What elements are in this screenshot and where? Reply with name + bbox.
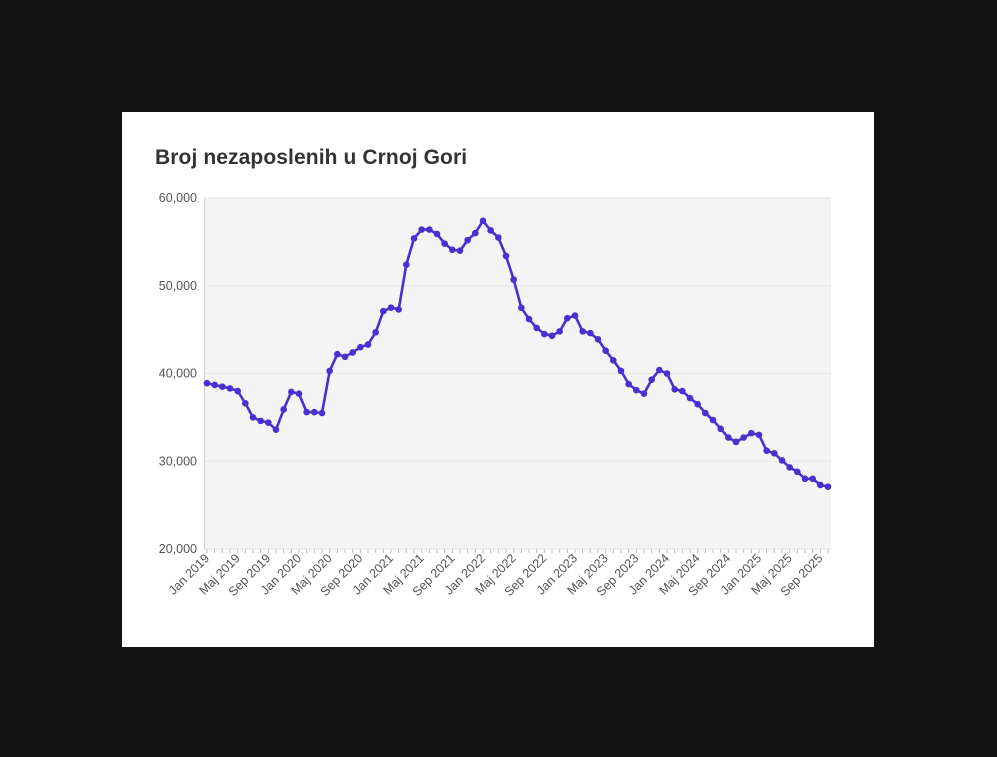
data-point bbox=[349, 349, 356, 356]
data-point bbox=[487, 227, 494, 234]
data-point bbox=[717, 425, 724, 433]
data-point bbox=[449, 246, 456, 254]
data-point bbox=[763, 447, 770, 455]
data-point bbox=[671, 385, 678, 393]
data-point bbox=[464, 236, 471, 244]
data-point bbox=[602, 347, 609, 354]
data-point bbox=[288, 388, 295, 396]
data-point bbox=[203, 379, 211, 387]
data-point bbox=[426, 226, 433, 233]
chart-title: Broj nezaposlenih u Crnoj Gori bbox=[155, 146, 468, 169]
data-point bbox=[610, 357, 617, 364]
data-point bbox=[518, 304, 525, 311]
data-point bbox=[510, 276, 517, 283]
data-point bbox=[441, 240, 448, 247]
data-point bbox=[587, 329, 594, 337]
data-point bbox=[272, 426, 280, 433]
data-point bbox=[502, 252, 510, 260]
data-point bbox=[640, 390, 648, 397]
data-point bbox=[541, 330, 548, 338]
data-point bbox=[686, 394, 694, 402]
data-point bbox=[794, 468, 801, 476]
data-point bbox=[456, 247, 464, 254]
data-point bbox=[265, 419, 272, 426]
data-point bbox=[771, 450, 778, 457]
data-point bbox=[702, 409, 709, 417]
data-point bbox=[249, 414, 257, 421]
y-tick-label: 60,000 bbox=[159, 191, 197, 205]
y-tick-label: 40,000 bbox=[159, 367, 197, 381]
data-point bbox=[694, 400, 701, 408]
data-point bbox=[495, 234, 502, 241]
data-point bbox=[633, 386, 640, 394]
series-line bbox=[205, 219, 830, 489]
data-point bbox=[364, 341, 372, 348]
data-point bbox=[433, 230, 441, 238]
data-point bbox=[219, 383, 226, 390]
data-point bbox=[679, 387, 686, 395]
chart-card: Broj nezaposlenih u Crnoj Gori 20,000 30,… bbox=[122, 112, 874, 647]
data-point bbox=[786, 464, 793, 471]
data-point bbox=[725, 434, 732, 441]
data-point bbox=[809, 475, 816, 483]
data-point bbox=[732, 438, 740, 446]
data-point bbox=[564, 314, 571, 322]
y-tick-label: 30,000 bbox=[159, 454, 197, 468]
data-point bbox=[226, 385, 234, 392]
data-point bbox=[403, 261, 410, 268]
data-point bbox=[257, 417, 264, 425]
data-point bbox=[341, 353, 349, 361]
data-point bbox=[817, 481, 824, 489]
data-point bbox=[380, 307, 387, 315]
y-tick-label: 20,000 bbox=[159, 542, 197, 556]
data-point bbox=[387, 304, 395, 311]
data-point bbox=[311, 408, 318, 416]
data-point bbox=[533, 324, 540, 332]
data-point bbox=[556, 328, 563, 335]
data-point bbox=[571, 312, 579, 319]
data-point bbox=[748, 429, 755, 437]
data-point bbox=[326, 367, 333, 375]
data-point bbox=[663, 370, 671, 377]
data-point bbox=[740, 434, 747, 441]
data-point bbox=[410, 235, 418, 242]
data-point bbox=[418, 226, 425, 233]
data-point bbox=[755, 431, 763, 439]
data-point bbox=[295, 390, 303, 397]
data-point bbox=[334, 350, 341, 358]
data-point bbox=[625, 380, 632, 388]
data-point bbox=[656, 366, 663, 374]
data-point bbox=[525, 315, 533, 323]
data-point bbox=[372, 328, 379, 336]
data-point bbox=[303, 408, 310, 416]
data-point bbox=[395, 306, 402, 313]
data-point bbox=[211, 381, 218, 389]
data-point bbox=[594, 335, 602, 343]
data-point bbox=[242, 400, 249, 407]
data-point bbox=[617, 367, 625, 375]
data-point bbox=[318, 409, 326, 417]
y-tick-label: 50,000 bbox=[159, 279, 197, 293]
data-point bbox=[801, 475, 809, 483]
data-point bbox=[778, 457, 786, 464]
data-point bbox=[579, 328, 586, 335]
data-point bbox=[479, 217, 487, 225]
data-point bbox=[234, 387, 241, 395]
data-point bbox=[280, 406, 287, 413]
data-point bbox=[357, 343, 364, 351]
data-point bbox=[472, 229, 479, 237]
data-point bbox=[548, 332, 556, 340]
data-point bbox=[648, 376, 655, 383]
data-point bbox=[709, 416, 717, 424]
data-point bbox=[824, 483, 832, 490]
